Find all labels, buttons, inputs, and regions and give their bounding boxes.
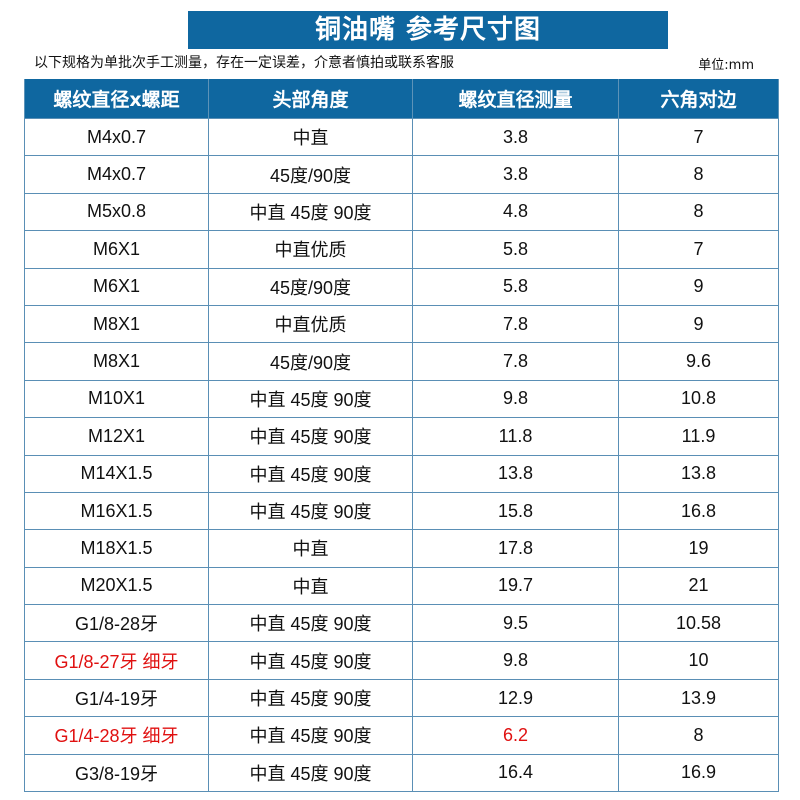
cell-head-angle: 中直 45度 90度 [208, 417, 413, 456]
cell-hex-size: 8 [618, 192, 779, 232]
cell-head-angle: 45度/90度 [208, 342, 413, 381]
cell-hex-size: 10.8 [618, 379, 779, 419]
cell-thread-diameter: 3.8 [412, 117, 619, 157]
cell-thread-size: G1/4-28牙 细牙 [24, 716, 209, 755]
header-thread-size: 螺纹直径x螺距 [24, 79, 209, 119]
cell-hex-size: 10 [618, 641, 779, 680]
cell-thread-diameter: 11.8 [412, 417, 619, 456]
table-row: M5x0.8 中直 45度 90度 4.8 8 [24, 192, 779, 232]
cell-thread-diameter: 16.4 [412, 753, 619, 793]
cell-head-angle: 中直 [208, 566, 413, 606]
table-row: M20X1.5 中直 19.7 21 [24, 566, 779, 606]
cell-thread-diameter: 7.8 [412, 304, 619, 344]
cell-hex-size: 13.8 [618, 454, 779, 493]
cell-thread-size: M10X1 [24, 379, 209, 419]
table-row: M4x0.7 45度/90度 3.8 8 [24, 155, 779, 194]
cell-hex-size: 10.58 [618, 604, 779, 643]
cell-thread-size: M8X1 [24, 304, 209, 344]
table-row: G3/8-19牙 中直 45度 90度 16.4 16.9 [24, 753, 779, 793]
table-row: M12X1 中直 45度 90度 11.8 11.9 [24, 417, 779, 456]
cell-thread-size: M4x0.7 [24, 155, 209, 194]
cell-hex-size: 9 [618, 304, 779, 344]
table-row: M18X1.5 中直 17.8 19 [24, 529, 779, 568]
table-row: M4x0.7 中直 3.8 7 [24, 117, 779, 157]
cell-thread-diameter: 3.8 [412, 155, 619, 194]
cell-head-angle: 中直 45度 90度 [208, 379, 413, 419]
cell-thread-diameter: 9.8 [412, 641, 619, 680]
cell-thread-size: M18X1.5 [24, 529, 209, 568]
cell-head-angle: 中直 45度 90度 [208, 604, 413, 643]
cell-hex-size: 8 [618, 716, 779, 755]
cell-thread-size: M16X1.5 [24, 491, 209, 531]
cell-hex-size: 16.9 [618, 753, 779, 793]
cell-thread-size: M5x0.8 [24, 192, 209, 232]
cell-hex-size: 8 [618, 155, 779, 194]
table-row: M8X1 45度/90度 7.8 9.6 [24, 342, 779, 381]
cell-thread-size: M12X1 [24, 417, 209, 456]
cell-hex-size: 21 [618, 566, 779, 606]
cell-thread-diameter: 17.8 [412, 529, 619, 568]
cell-thread-size: G1/8-28牙 [24, 604, 209, 643]
header-thread-diameter: 螺纹直径测量 [412, 79, 619, 119]
table-row: M8X1 中直优质 7.8 9 [24, 304, 779, 344]
cell-thread-size: G1/8-27牙 细牙 [24, 641, 209, 680]
table-row: M6X1 中直优质 5.8 7 [24, 230, 779, 269]
cell-thread-size: G3/8-19牙 [24, 753, 209, 793]
cell-hex-size: 9 [618, 267, 779, 306]
header-head-angle: 头部角度 [208, 79, 413, 119]
cell-thread-size: M20X1.5 [24, 566, 209, 606]
cell-head-angle: 中直优质 [208, 304, 413, 344]
cell-thread-size: M6X1 [24, 230, 209, 269]
table-row: G1/8-28牙 中直 45度 90度 9.5 10.58 [24, 604, 779, 643]
cell-thread-size: M8X1 [24, 342, 209, 381]
cell-head-angle: 45度/90度 [208, 267, 413, 306]
header-hex-size: 六角对边 [618, 79, 779, 119]
cell-thread-size: M6X1 [24, 267, 209, 306]
cell-thread-size: M14X1.5 [24, 454, 209, 493]
cell-thread-diameter: 13.8 [412, 454, 619, 493]
table-row: M10X1 中直 45度 90度 9.8 10.8 [24, 379, 779, 419]
cell-thread-diameter: 15.8 [412, 491, 619, 531]
cell-hex-size: 7 [618, 117, 779, 157]
cell-head-angle: 中直 45度 90度 [208, 192, 413, 232]
table-header-row: 螺纹直径x螺距 头部角度 螺纹直径测量 六角对边 [24, 79, 779, 119]
table-row: M16X1.5 中直 45度 90度 15.8 16.8 [24, 491, 779, 531]
cell-thread-diameter: 5.8 [412, 267, 619, 306]
size-table: 螺纹直径x螺距 头部角度 螺纹直径测量 六角对边 M4x0.7 中直 3.8 7 M4x… [24, 79, 779, 793]
cell-head-angle: 中直优质 [208, 230, 413, 269]
measurement-note: 以下规格为单批次手工测量，存在一定误差，介意者慎拍或联系客服 [34, 55, 454, 71]
table-row: G1/4-28牙 细牙 中直 45度 90度 6.2 8 [24, 716, 779, 755]
cell-hex-size: 19 [618, 529, 779, 568]
cell-thread-diameter: 9.8 [412, 379, 619, 419]
table-row: M14X1.5 中直 45度 90度 13.8 13.8 [24, 454, 779, 493]
table-row: G1/4-19牙 中直 45度 90度 12.9 13.9 [24, 678, 779, 718]
table-row: G1/8-27牙 细牙 中直 45度 90度 9.8 10 [24, 641, 779, 680]
cell-head-angle: 中直 45度 90度 [208, 753, 413, 793]
cell-head-angle: 中直 45度 90度 [208, 716, 413, 755]
cell-thread-size: M4x0.7 [24, 117, 209, 157]
cell-head-angle: 中直 45度 90度 [208, 678, 413, 718]
page-title: 铜油嘴 参考尺寸图 [188, 11, 668, 49]
cell-thread-diameter: 9.5 [412, 604, 619, 643]
cell-hex-size: 13.9 [618, 678, 779, 718]
cell-head-angle: 中直 45度 90度 [208, 641, 413, 680]
cell-thread-diameter: 12.9 [412, 678, 619, 718]
cell-head-angle: 中直 45度 90度 [208, 454, 413, 493]
cell-thread-diameter: 6.2 [412, 716, 619, 755]
cell-hex-size: 7 [618, 230, 779, 269]
cell-hex-size: 11.9 [618, 417, 779, 456]
cell-head-angle: 中直 45度 90度 [208, 491, 413, 531]
cell-hex-size: 16.8 [618, 491, 779, 531]
cell-head-angle: 45度/90度 [208, 155, 413, 194]
cell-head-angle: 中直 [208, 117, 413, 157]
table-row: M6X1 45度/90度 5.8 9 [24, 267, 779, 306]
cell-thread-size: G1/4-19牙 [24, 678, 209, 718]
cell-hex-size: 9.6 [618, 342, 779, 381]
cell-thread-diameter: 5.8 [412, 230, 619, 269]
cell-thread-diameter: 4.8 [412, 192, 619, 232]
unit-label: 单位:mm [698, 58, 754, 73]
cell-head-angle: 中直 [208, 529, 413, 568]
cell-thread-diameter: 7.8 [412, 342, 619, 381]
cell-thread-diameter: 19.7 [412, 566, 619, 606]
